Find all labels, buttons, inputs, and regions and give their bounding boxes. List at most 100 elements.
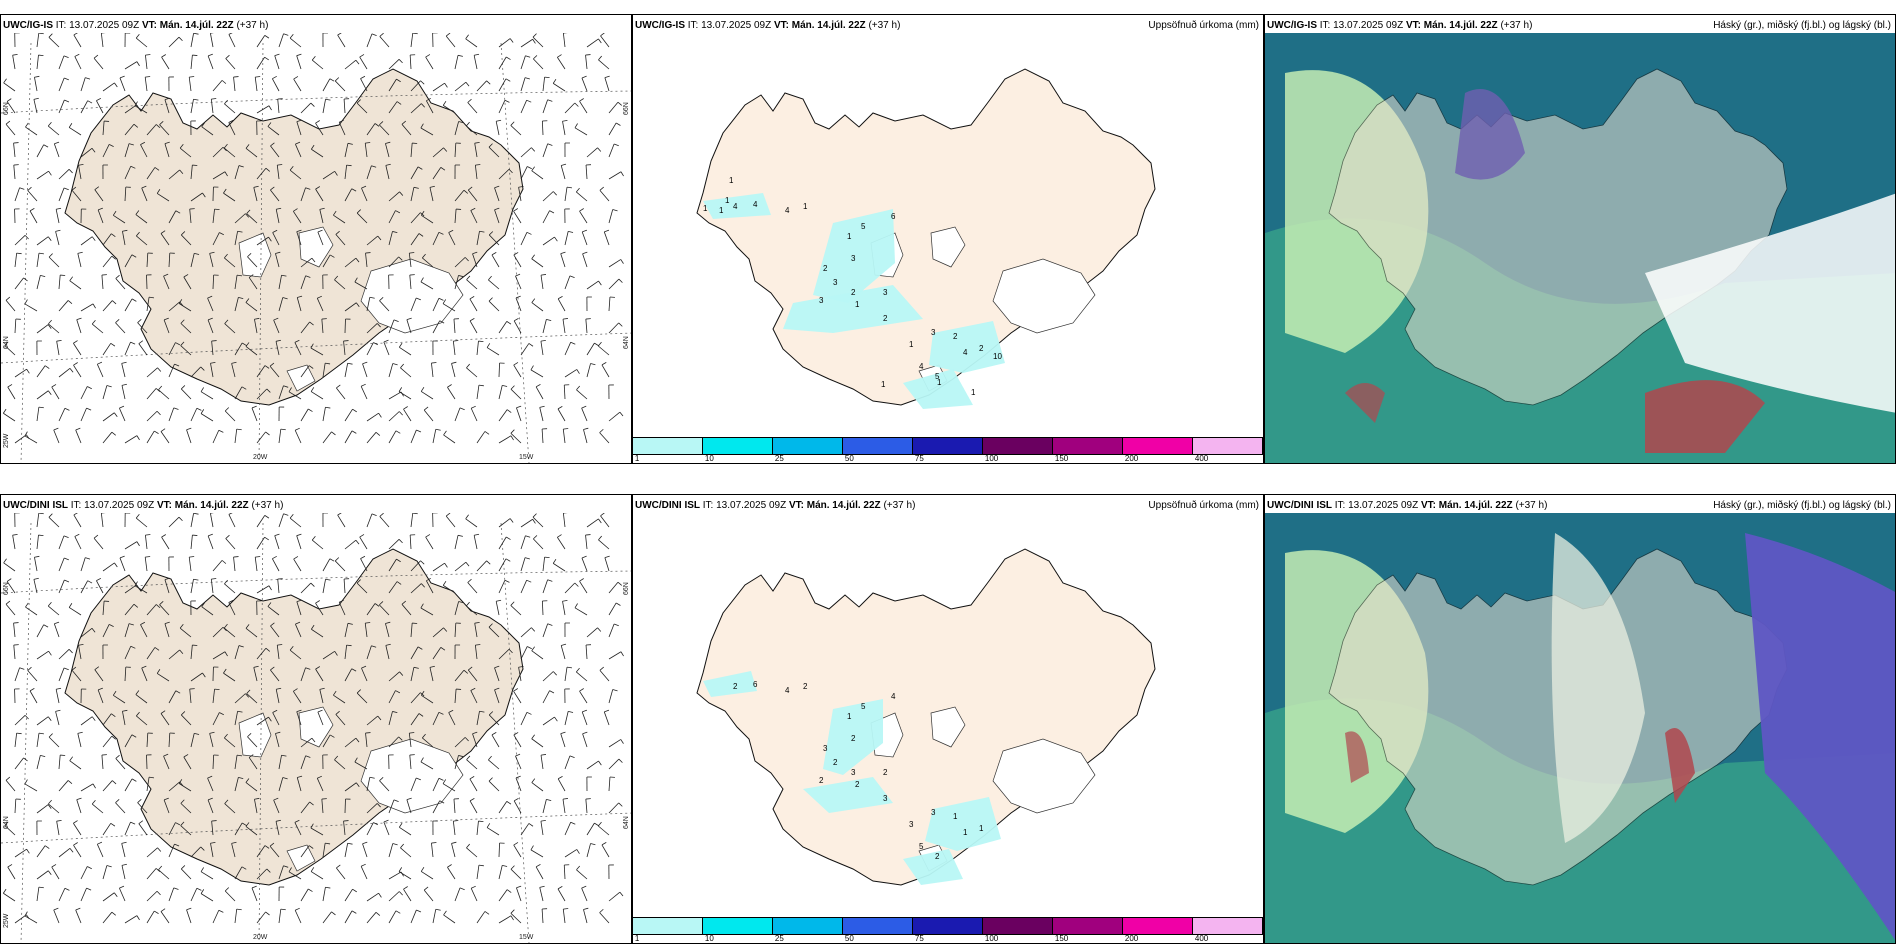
wind-barb <box>36 324 52 334</box>
wind-barb <box>36 886 44 902</box>
wind-barb <box>58 887 70 902</box>
wind-barb <box>36 870 52 880</box>
precip-area <box>783 285 923 333</box>
wind-barb <box>146 732 153 748</box>
wind-barb <box>245 822 258 836</box>
wind-barb <box>212 626 227 638</box>
wind-barb <box>541 120 548 136</box>
wind-barb <box>410 646 423 660</box>
wind-barb <box>535 384 544 400</box>
wind-barb <box>102 82 118 92</box>
wind-barb <box>410 80 425 92</box>
wind-barb <box>146 868 161 880</box>
wind-barb <box>423 406 434 422</box>
wind-barb <box>516 405 522 422</box>
wind-barb <box>13 164 19 180</box>
wind-barb <box>228 119 236 136</box>
cloud-high <box>1455 89 1525 180</box>
wind-barb <box>14 33 20 48</box>
wind-barb <box>388 581 402 594</box>
wind-barb <box>168 363 180 378</box>
wind-barb <box>410 103 426 114</box>
wind-barb <box>78 643 84 660</box>
wind-barb <box>4 341 16 356</box>
wind-barb <box>190 192 206 202</box>
wind-barb <box>562 33 568 48</box>
wind-barb <box>315 186 324 202</box>
wind-barb <box>158 385 170 400</box>
wind-barb <box>564 208 570 224</box>
wind-barb <box>13 622 19 638</box>
wind-barb <box>180 821 192 836</box>
precip-value-label: 1 <box>963 828 968 837</box>
wind-barb <box>168 822 181 836</box>
wind-barb <box>124 645 136 660</box>
wind-barb <box>80 783 96 792</box>
wind-barb <box>472 731 478 748</box>
wind-barb <box>454 534 463 550</box>
wind-barb <box>207 533 214 550</box>
wind-barb <box>75 427 82 444</box>
wind-barb <box>124 143 134 158</box>
wind-barb <box>276 164 283 180</box>
cloud-panel-top: UWC/IG-IS IT: 13.07.2025 09Z VT: Mán. 14… <box>1264 14 1896 464</box>
wind-barb <box>322 170 338 180</box>
wind-barb <box>564 582 579 594</box>
wind-barb <box>224 319 236 334</box>
wind-barb <box>278 428 286 444</box>
wind-barb <box>245 778 258 792</box>
wind-barb <box>27 186 38 202</box>
wind-barb <box>515 753 522 770</box>
wind-barb <box>564 369 580 378</box>
wind-barb <box>379 297 390 312</box>
wind-barb <box>563 864 570 880</box>
colorbar-swatch <box>983 438 1053 454</box>
wind-barb <box>210 513 214 528</box>
wind-barb <box>288 867 302 880</box>
wind-barb <box>530 365 544 378</box>
wind-barb <box>310 343 324 356</box>
wind-barb <box>515 273 522 290</box>
wind-barb <box>520 579 532 594</box>
wind-barb <box>190 54 198 70</box>
wind-barb <box>247 253 258 268</box>
wind-barb <box>322 734 335 748</box>
wind-barb <box>400 843 412 858</box>
wind-barb <box>180 319 192 334</box>
wind-barb <box>608 651 624 660</box>
wind-barb <box>272 229 280 246</box>
wind-barb <box>275 731 281 748</box>
precip-value-label: 3 <box>931 328 936 337</box>
wind-barb <box>315 600 324 616</box>
wind-barb <box>410 429 422 444</box>
wind-barb <box>102 412 118 422</box>
wind-barb <box>36 716 52 726</box>
wind-barb <box>115 319 126 334</box>
wind-barb <box>163 797 170 814</box>
wind-barb <box>36 650 52 660</box>
wind-barb <box>296 533 302 550</box>
iceland-land <box>64 548 524 886</box>
wind-barb <box>542 690 555 704</box>
wind-barb <box>518 665 524 682</box>
wind-barb <box>223 623 236 638</box>
wind-barb <box>422 733 434 748</box>
wind-barb <box>410 909 422 924</box>
precip-value-label: 4 <box>785 206 790 215</box>
wind-barb <box>96 97 104 114</box>
wind-barb <box>48 513 60 528</box>
wind-barb <box>498 38 514 48</box>
precip-value-label: 1 <box>729 176 734 185</box>
wind-barb <box>254 556 261 572</box>
wind-barb <box>36 755 46 770</box>
wind-barb <box>168 843 180 858</box>
wind-barb <box>356 579 368 594</box>
precip-value-label: 2 <box>855 780 860 789</box>
wind-barb <box>385 621 391 638</box>
wind-barb <box>599 186 610 202</box>
wind-barb <box>520 823 534 836</box>
wind-barb <box>124 623 134 638</box>
wind-barb <box>256 845 270 858</box>
wind-barb <box>322 406 331 422</box>
colorbar-tick-label: 25 <box>774 454 784 463</box>
